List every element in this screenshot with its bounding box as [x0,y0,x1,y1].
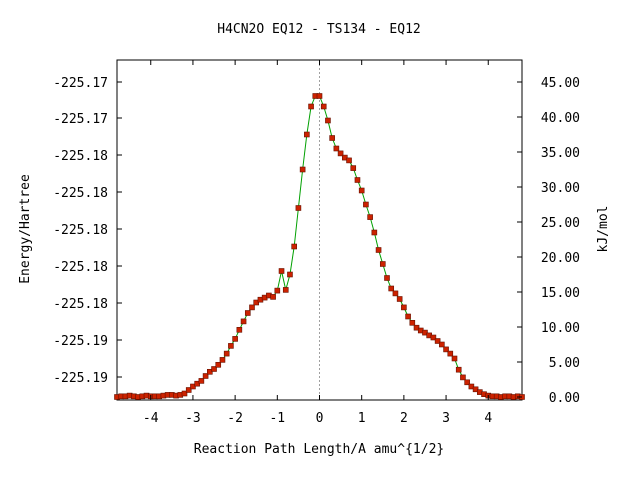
right-y-axis-label: kJ/mol [596,206,611,253]
right-y-tick-label: 40.00 [541,111,580,126]
left-y-tick-label: -225.17 [53,112,108,127]
data-point [451,355,458,362]
data-point [198,378,205,384]
x-tick-label: 0 [316,411,324,426]
data-point [337,150,344,157]
data-point [350,165,357,171]
data-point [455,366,462,373]
left-y-axis-label: Energy/Hartree [18,174,33,284]
x-tick-label: 1 [358,411,366,426]
data-point [194,380,200,387]
x-tick-label: -1 [269,411,285,426]
data-point [371,229,378,236]
left-y-tick-label: -225.19 [53,371,108,386]
left-y-tick-label: -225.18 [53,223,108,238]
data-point [329,135,335,141]
left-y-tick-label: -225.17 [53,76,108,91]
data-point [304,131,310,138]
data-point [211,366,217,372]
x-tick-label: -4 [143,411,159,426]
data-point [270,294,276,300]
data-point [308,103,314,110]
data-point [460,374,466,381]
right-y-tick-label: 30.00 [541,181,580,196]
left-y-tick-label: -225.18 [53,186,108,201]
data-point [409,319,416,326]
data-point [388,285,395,292]
data-point [472,386,479,393]
series-group [114,93,525,400]
data-point [443,346,449,353]
right-y-tick-label: 15.00 [541,286,580,301]
data-point [430,334,437,341]
data-point [320,103,327,110]
data-point [367,214,373,220]
data-point [282,287,289,293]
data-point [333,145,340,152]
data-point [396,296,403,302]
x-tick-label: 2 [400,411,408,426]
data-point [249,304,255,311]
data-point [384,275,390,281]
right-y-tick-label: 5.00 [549,356,580,371]
data-point [392,290,399,297]
right-y-tick-label: 20.00 [541,251,580,266]
data-point [379,261,386,267]
data-point [447,350,454,357]
data-point [244,310,251,316]
data-point [346,157,352,164]
right-y-tick-label: 45.00 [541,76,580,91]
data-point [354,177,361,183]
x-tick-label: -3 [185,411,201,426]
x-tick-label: -2 [227,411,243,426]
data-point [202,373,209,379]
data-point [236,326,243,333]
data-point [439,341,445,348]
chart-title: H4CN2O EQ12 - TS134 - EQ12 [217,22,421,37]
x-axis: -4 -3 -2 -1 0 1 2 3 4 [143,60,492,426]
data-point [232,336,238,342]
data-point [240,318,247,325]
right-y-tick-label: 10.00 [541,321,580,336]
data-point [316,93,323,99]
left-y-tick-label: -225.18 [53,260,108,275]
data-point [375,247,382,253]
data-point [295,205,302,211]
right-y-tick-label: 35.00 [541,146,580,161]
data-point [299,166,306,173]
x-axis-label: Reaction Path Length/A amu^{1/2} [194,442,444,457]
data-point [278,268,285,274]
data-point [434,338,441,344]
data-point [215,361,222,368]
left-y-axis: -225.19 -225.19 -225.18 -225.18 -225.18 -225.… [53,76,122,386]
data-point [181,390,188,397]
data-point [405,313,411,320]
right-y-tick-label: 25.00 [541,216,580,231]
data-point [223,350,230,357]
x-tick-label: 3 [442,411,450,426]
data-point [401,304,407,311]
data-point [325,117,331,124]
data-point [363,201,369,208]
right-y-tick-label: 0.00 [549,391,580,406]
data-point [358,187,365,194]
data-point [464,379,470,386]
data-point [287,271,293,278]
data-point [219,357,226,363]
data-point [274,287,281,294]
x-tick-label: 4 [484,411,492,426]
right-y-axis: 0.00 5.00 10.00 15.00 20.00 25.00 30.00 35.00 40… [517,76,580,406]
left-y-tick-label: -225.19 [53,334,108,349]
data-point [228,343,234,349]
data-point [185,387,192,393]
left-y-tick-label: -225.18 [53,297,108,312]
left-y-tick-label: -225.18 [53,149,108,164]
data-point [291,243,297,250]
